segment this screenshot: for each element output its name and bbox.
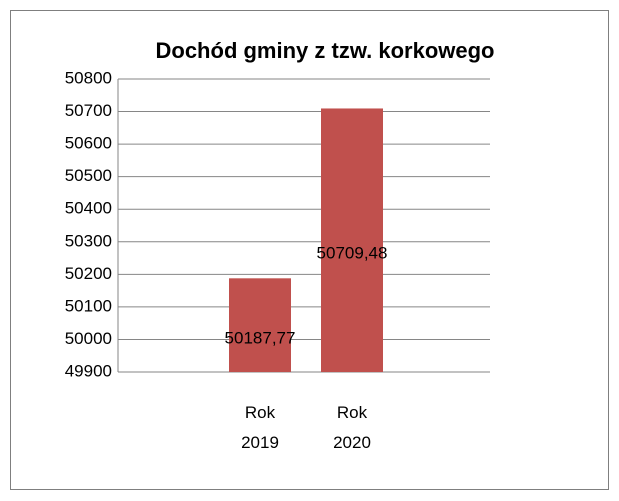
data-label: 50709,48 (317, 244, 388, 263)
chart-title: Dochód gminy z tzw. korkowego (156, 38, 495, 63)
y-tick-label: 50000 (65, 329, 112, 348)
y-tick-label: 50600 (65, 134, 112, 153)
data-label: 50187,77 (225, 329, 296, 348)
x-tick-label: Rok 2019 (241, 403, 279, 452)
y-tick-label: 50500 (65, 166, 112, 185)
y-tick-label: 50100 (65, 296, 112, 315)
bar (229, 278, 291, 372)
y-tick-label: 50200 (65, 264, 112, 283)
x-tick-label: Rok 2020 (333, 403, 371, 452)
y-tick-label: 50300 (65, 231, 112, 250)
y-tick-label: 50700 (65, 101, 112, 120)
y-tick-label: 49900 (65, 361, 112, 380)
bar (321, 108, 383, 372)
y-tick-label: 50800 (65, 68, 112, 87)
y-tick-label: 50400 (65, 199, 112, 218)
chart-border (10, 10, 609, 490)
